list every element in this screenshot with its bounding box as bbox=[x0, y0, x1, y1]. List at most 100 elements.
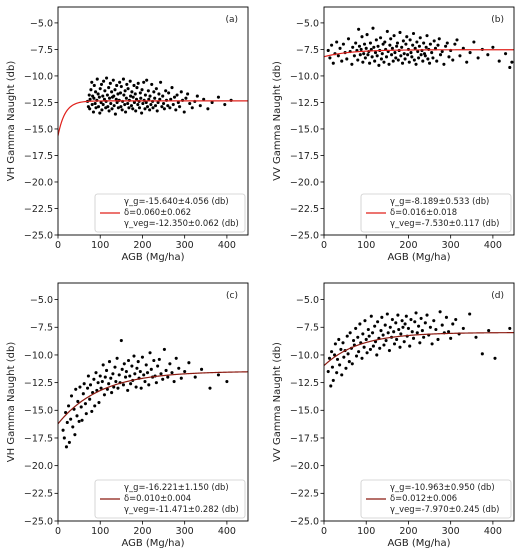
data-point bbox=[354, 41, 358, 45]
data-point bbox=[380, 52, 384, 56]
data-point bbox=[115, 83, 119, 88]
data-point bbox=[401, 39, 405, 43]
data-point bbox=[453, 42, 457, 46]
data-point bbox=[147, 383, 151, 387]
data-point bbox=[409, 317, 413, 322]
data-point bbox=[78, 385, 82, 389]
data-point bbox=[124, 375, 128, 379]
data-point bbox=[418, 341, 422, 345]
data-point bbox=[364, 46, 368, 50]
data-point bbox=[362, 345, 366, 349]
data-point bbox=[395, 41, 400, 45]
data-point bbox=[96, 105, 101, 109]
data-point bbox=[90, 80, 94, 84]
data-point bbox=[366, 327, 370, 332]
data-point bbox=[354, 326, 358, 330]
data-point bbox=[94, 90, 98, 94]
legend: γ_g=-8.189±0.533 (db)δ=0.016±0.018γ_veg=… bbox=[360, 193, 512, 233]
data-point bbox=[126, 87, 130, 91]
data-point bbox=[403, 57, 407, 61]
data-point bbox=[356, 58, 360, 62]
data-point bbox=[103, 375, 107, 379]
data-point bbox=[366, 53, 370, 57]
data-point bbox=[161, 377, 165, 381]
data-point bbox=[431, 56, 435, 60]
x-axis-label: AGB (Mg/ha) bbox=[387, 538, 450, 549]
x-axis-label: AGB (Mg/ha) bbox=[387, 252, 450, 263]
data-point bbox=[378, 346, 382, 350]
data-point bbox=[113, 365, 117, 369]
data-point bbox=[157, 92, 161, 96]
data-point bbox=[95, 77, 99, 81]
y-tick-label: −12.5 bbox=[24, 378, 53, 389]
data-point bbox=[153, 104, 158, 108]
data-point bbox=[375, 353, 379, 357]
data-point bbox=[114, 97, 118, 101]
data-point bbox=[412, 58, 416, 62]
y-tick-label: −5.0 bbox=[296, 18, 319, 29]
data-point bbox=[188, 101, 192, 106]
data-point bbox=[379, 57, 383, 61]
data-point bbox=[166, 104, 170, 108]
data-point bbox=[411, 336, 416, 340]
data-point bbox=[399, 54, 403, 58]
data-point bbox=[106, 105, 110, 109]
data-point bbox=[444, 315, 448, 319]
data-point bbox=[328, 56, 332, 60]
data-point bbox=[428, 325, 432, 329]
data-point bbox=[360, 356, 364, 360]
legend-frame bbox=[94, 479, 246, 519]
data-point bbox=[123, 103, 127, 107]
axes-frame bbox=[57, 282, 249, 522]
data-point bbox=[348, 331, 352, 335]
data-point bbox=[176, 100, 180, 104]
data-point bbox=[147, 97, 151, 101]
data-point bbox=[398, 345, 402, 349]
data-point bbox=[371, 331, 375, 335]
y-tick-label: −5.0 bbox=[296, 295, 319, 306]
data-point bbox=[107, 360, 112, 364]
data-point bbox=[385, 29, 389, 33]
data-point bbox=[130, 364, 134, 368]
data-point bbox=[371, 26, 375, 30]
legend-text: γ_g=-16.221±1.150 (db) bbox=[124, 482, 229, 492]
data-point bbox=[357, 350, 361, 354]
data-point bbox=[101, 94, 105, 98]
data-point bbox=[114, 379, 118, 384]
data-point bbox=[154, 381, 158, 385]
data-point bbox=[164, 89, 168, 93]
data-point bbox=[108, 81, 112, 85]
data-point bbox=[411, 43, 415, 47]
data-point bbox=[393, 51, 397, 55]
panel-b: 0 100 200 300 400 −25.0 −22.5 −20.0 −17.5 −15.0 −1… bbox=[272, 6, 515, 263]
x-tick-label: 300 bbox=[442, 240, 460, 251]
data-point bbox=[172, 379, 176, 384]
data-point bbox=[374, 38, 378, 42]
x-tick-label: 200 bbox=[399, 240, 417, 251]
data-point bbox=[373, 324, 377, 328]
data-point bbox=[440, 323, 444, 327]
data-point bbox=[117, 373, 121, 377]
data-point bbox=[116, 386, 120, 390]
x-tick-label: 400 bbox=[218, 526, 236, 537]
data-point bbox=[461, 46, 465, 50]
data-point bbox=[395, 337, 399, 342]
data-point bbox=[403, 322, 407, 326]
data-point bbox=[77, 419, 81, 423]
panel-label: (c) bbox=[226, 291, 238, 301]
data-point bbox=[151, 106, 155, 110]
data-point bbox=[408, 38, 412, 42]
data-point bbox=[437, 37, 441, 41]
data-point bbox=[149, 103, 153, 107]
data-point bbox=[407, 60, 411, 64]
data-point bbox=[122, 93, 126, 97]
y-tick-label: −20.0 bbox=[24, 177, 53, 188]
data-point bbox=[436, 43, 440, 47]
data-point bbox=[361, 60, 365, 64]
data-point bbox=[342, 355, 346, 359]
data-point bbox=[358, 322, 362, 326]
data-point bbox=[363, 319, 367, 323]
data-point bbox=[414, 62, 418, 66]
data-point bbox=[472, 40, 476, 44]
data-point bbox=[124, 370, 128, 374]
